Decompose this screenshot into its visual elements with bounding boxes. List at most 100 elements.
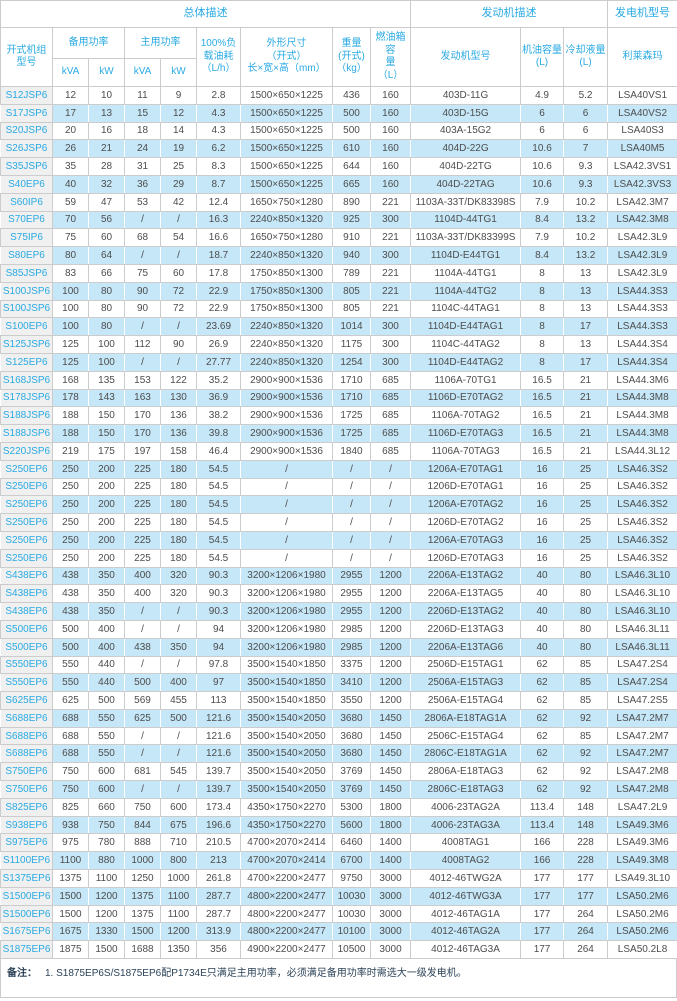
cell-model[interactable]: S688EP6 [0,744,53,764]
cell-model[interactable]: S220JSP6 [0,441,53,461]
cell-standby-kw: 175 [88,441,125,461]
cell-standby-kva: 1500 [52,904,89,924]
cell-tank-capacity: 300 [369,352,412,372]
cell-model[interactable]: S438EP6 [0,566,53,586]
cell-standby-kw: 28 [88,157,125,176]
cell-model[interactable]: S12JSP6 [0,86,53,105]
cell-model[interactable]: S1375EP6 [0,869,53,888]
cell-weight: 3680 [332,744,371,764]
cell-engine-model: 1206A-E70TAG3 [410,530,522,550]
cell-model[interactable]: S60IP6 [0,192,53,212]
cell-standby-kva: 825 [52,797,89,817]
cell-model[interactable]: S688EP6 [0,726,53,746]
cell-model[interactable]: S35JSP6 [0,157,53,176]
cell-engine-model: 1104D-E44TAG1 [410,317,522,337]
cell-model[interactable]: S100JSP6 [0,299,53,319]
cell-dimensions: 1500×650×1225 [240,157,333,176]
cell-model[interactable]: S40EP6 [0,174,53,194]
cell-prime-kw: 320 [160,566,197,586]
cell-model[interactable]: S168JSP6 [0,370,53,390]
cell-model[interactable]: S975EP6 [0,833,53,853]
cell-model[interactable]: S250EP6 [0,513,53,532]
cell-standby-kva: 438 [52,584,89,604]
cell-standby-kva: 125 [52,352,89,372]
cell-coolant-capacity: 177 [563,869,609,888]
table-row: S688EP6 688 550 625 500 121.6 3500×1540×2050 36… [0,708,677,728]
cell-model[interactable]: S125EP6 [0,352,53,372]
cell-oil-capacity: 8.4 [520,246,565,265]
cell-model[interactable]: S178JSP6 [0,388,53,408]
cell-model[interactable]: S26JSP6 [0,139,53,159]
cell-dimensions: 2900×900×1536 [240,424,333,443]
table-row: S688EP6 688 550//121.6 3500×1540×2050 3680 14… [0,726,677,746]
cell-model[interactable]: S250EP6 [0,530,53,550]
cell-model[interactable]: S625EP6 [0,691,53,710]
cell-tank-capacity: / [369,459,412,479]
cell-model[interactable]: S438EP6 [0,602,53,621]
cell-model[interactable]: S550EP6 [0,673,53,693]
cell-model[interactable]: S188JSP6 [0,424,53,443]
cell-prime-kva: 1500 [124,922,161,942]
cell-coolant-capacity: 21 [563,406,609,426]
cell-model[interactable]: S1500EP6 [0,904,53,924]
cell-tank-capacity: 1200 [369,655,412,675]
cell-prime-kw: 72 [160,281,197,301]
cell-model[interactable]: S550EP6 [0,655,53,675]
cell-prime-kw: 455 [160,691,197,710]
cell-model[interactable]: S750EP6 [0,762,53,782]
cell-model[interactable]: S688EP6 [0,708,53,728]
cell-model[interactable]: S250EP6 [0,548,53,568]
cell-engine-model: 1103A-33T/DK83398S [410,192,522,212]
cell-model[interactable]: S85JSP6 [0,263,53,283]
cell-fuel-consumption: 23.69 [196,317,241,337]
cell-model[interactable]: S100JSP6 [0,281,53,301]
cell-prime-kva: / [124,780,161,799]
cell-model[interactable]: S70EP6 [0,210,53,230]
cell-alternator-model: LSA47.2S5 [607,691,677,710]
cell-model[interactable]: S80EP6 [0,246,53,265]
cell-model[interactable]: S17JSP6 [0,103,53,123]
header-standby-kw: kW [88,58,125,87]
cell-model[interactable]: S188JSP6 [0,406,53,426]
cell-fuel-consumption: 139.7 [196,780,241,799]
cell-standby-kw: 1200 [88,886,125,906]
cell-standby-kva: 688 [52,726,89,746]
cell-model[interactable]: S75IP6 [0,228,53,248]
cell-alternator-model: LSA44.3S3 [607,317,677,337]
cell-model[interactable]: S938EP6 [0,815,53,835]
cell-model[interactable]: S825EP6 [0,797,53,817]
cell-prime-kva: 225 [124,459,161,479]
cell-engine-model: 1104D-E44TAG2 [410,352,522,372]
cell-standby-kva: 100 [52,281,89,301]
table-row: S40EP6 40 32 36 29 8.7 1500×650×1225 665 160 404D… [0,174,677,194]
cell-model[interactable]: S438EP6 [0,584,53,604]
cell-fuel-consumption: 18.7 [196,246,241,265]
cell-model[interactable]: S250EP6 [0,477,53,497]
cell-prime-kw: / [160,744,197,764]
cell-model[interactable]: S250EP6 [0,459,53,479]
cell-standby-kw: 660 [88,797,125,817]
cell-model[interactable]: S1675EP6 [0,922,53,942]
cell-model[interactable]: S500EP6 [0,619,53,639]
cell-standby-kva: 500 [52,619,89,639]
cell-fuel-consumption: 54.5 [196,513,241,532]
cell-coolant-capacity: 148 [563,797,609,817]
cell-model[interactable]: S500EP6 [0,637,53,657]
cell-alternator-model: LSA50.2M6 [607,922,677,942]
cell-model[interactable]: S1875EP6 [0,940,53,960]
cell-model[interactable]: S1500EP6 [0,886,53,906]
cell-oil-capacity: 16.5 [520,441,565,461]
cell-model[interactable]: S20JSP6 [0,121,53,141]
cell-weight: 2985 [332,637,371,657]
cell-prime-kva: 11 [124,86,161,105]
cell-weight: / [332,513,371,532]
cell-oil-capacity: 10.6 [520,139,565,159]
cell-model[interactable]: S1100EP6 [0,851,53,871]
cell-prime-kva: 888 [124,833,161,853]
cell-model[interactable]: S250EP6 [0,495,53,515]
cell-model[interactable]: S125JSP6 [0,335,53,354]
cell-tank-capacity: 1400 [369,851,412,871]
cell-fuel-consumption: 261.8 [196,869,241,888]
cell-model[interactable]: S750EP6 [0,780,53,799]
cell-model[interactable]: S100EP6 [0,317,53,337]
